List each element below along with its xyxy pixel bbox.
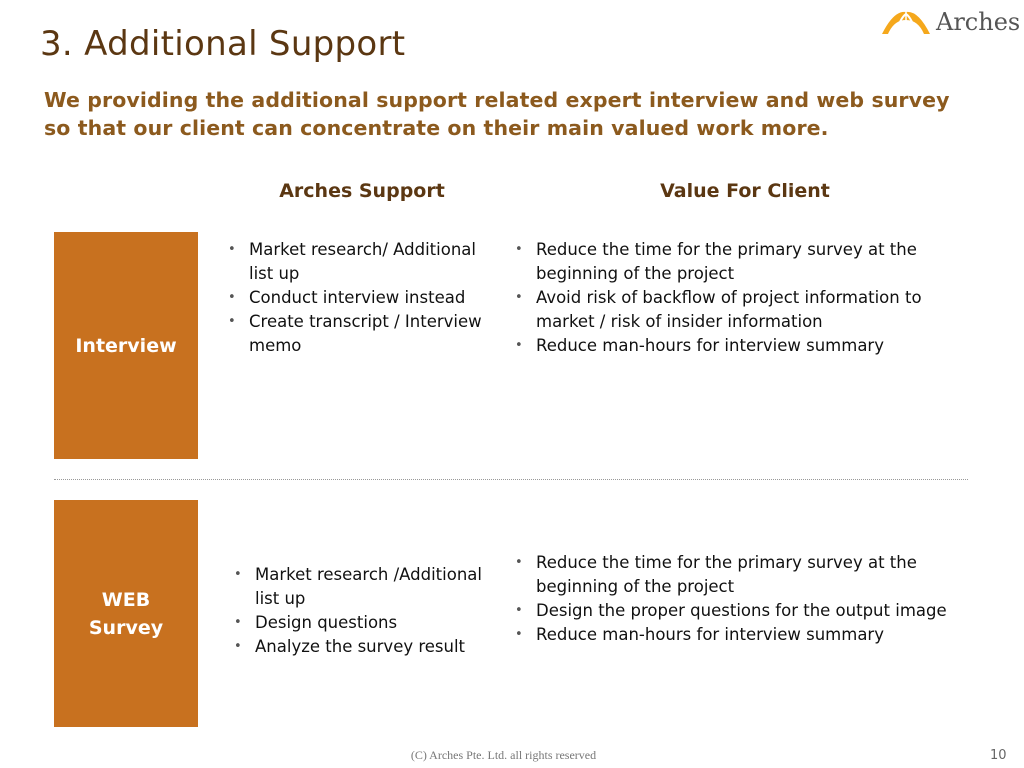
label-line: Survey: [88, 616, 164, 639]
list-item: Reduce man-hours for interview summary: [515, 623, 975, 647]
list-item: Market research/ Additional list up: [228, 238, 498, 286]
logo-text: Arches: [936, 8, 1021, 36]
arch-logo-icon: [882, 11, 930, 35]
subtitle-line-2: so that our client can concentrate on th…: [44, 116, 829, 140]
subtitle-line-1: We providing the additional support rela…: [44, 88, 950, 112]
column-header-support: Arches Support: [279, 180, 445, 202]
page-number: 10: [990, 748, 1007, 763]
list-item: Analyze the survey result: [234, 635, 504, 659]
interview-support-list: Market research/ Additional list up Cond…: [228, 238, 498, 358]
row-label-web-survey: WEB Survey: [54, 500, 198, 727]
interview-value-list: Reduce the time for the primary survey a…: [515, 238, 975, 358]
arches-logo: Arches: [880, 8, 1020, 36]
list-item: Reduce the time for the primary survey a…: [515, 238, 975, 286]
list-item: Conduct interview instead: [228, 286, 498, 310]
web-survey-support-list: Market research /Additional list up Desi…: [234, 563, 504, 659]
list-item: Avoid risk of backflow of project inform…: [515, 286, 975, 334]
list-item: Create transcript / Interview memo: [228, 310, 498, 358]
list-item: Market research /Additional list up: [234, 563, 504, 611]
label-line: WEB: [101, 588, 151, 611]
web-survey-value-list: Reduce the time for the primary survey a…: [515, 551, 975, 647]
row-label-interview: Interview: [54, 232, 198, 459]
subtitle: We providing the additional support rela…: [44, 86, 950, 142]
copyright-footer: (C) Arches Pte. Ltd. all rights reserved: [410, 748, 597, 762]
list-item: Reduce man-hours for interview summary: [515, 334, 975, 358]
list-item: Reduce the time for the primary survey a…: [515, 551, 975, 599]
row-divider: [54, 479, 968, 480]
list-item: Design questions: [234, 611, 504, 635]
page-title: 3. Additional Support: [40, 24, 406, 64]
list-item: Design the proper questions for the outp…: [515, 599, 975, 623]
column-header-value: Value For Client: [660, 180, 830, 202]
